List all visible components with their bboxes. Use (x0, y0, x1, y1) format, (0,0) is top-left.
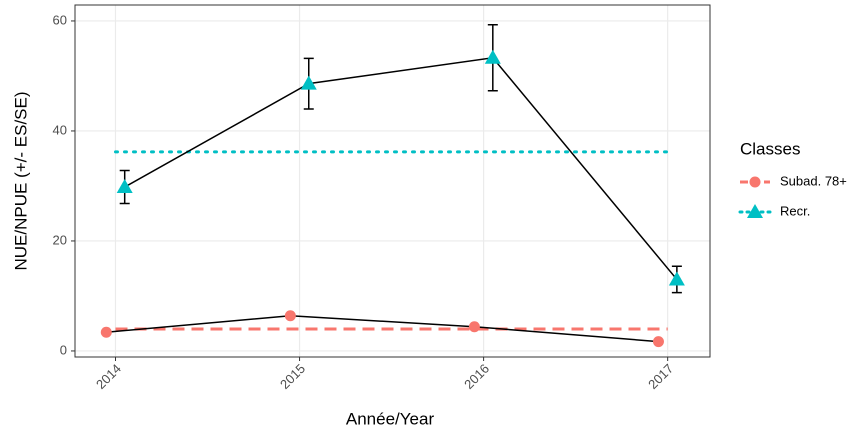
data-point (300, 75, 317, 90)
data-point (468, 321, 480, 333)
x-tick-label: 2016 (461, 361, 492, 392)
y-tick-label: 20 (53, 232, 67, 247)
legend-marker (749, 176, 761, 188)
data-point (484, 49, 501, 64)
data-point (100, 326, 112, 338)
y-tick-label: 40 (53, 122, 67, 137)
y-tick-label: 0 (60, 342, 67, 357)
data-point (284, 310, 296, 322)
x-tick-label: 2014 (93, 361, 124, 392)
legend-label: Recr. (780, 203, 810, 218)
legend-label: Subad. 78+ (780, 173, 847, 188)
legend-title: Classes (740, 139, 800, 158)
data-point (116, 179, 133, 194)
x-tick-label: 2017 (645, 361, 676, 392)
y-axis-label: NUE/NPUE (+/- ES/SE) (11, 91, 30, 270)
series-line (124, 56, 678, 280)
panel-border (74, 4, 711, 358)
data-point (652, 336, 664, 348)
data-point (668, 271, 685, 286)
plot-panel (75, 5, 710, 357)
x-tick-label: 2015 (277, 361, 308, 392)
y-tick-label: 60 (53, 12, 67, 27)
series-line (106, 314, 659, 343)
x-axis-label: Année/Year (346, 409, 435, 428)
legend-marker (747, 204, 763, 218)
